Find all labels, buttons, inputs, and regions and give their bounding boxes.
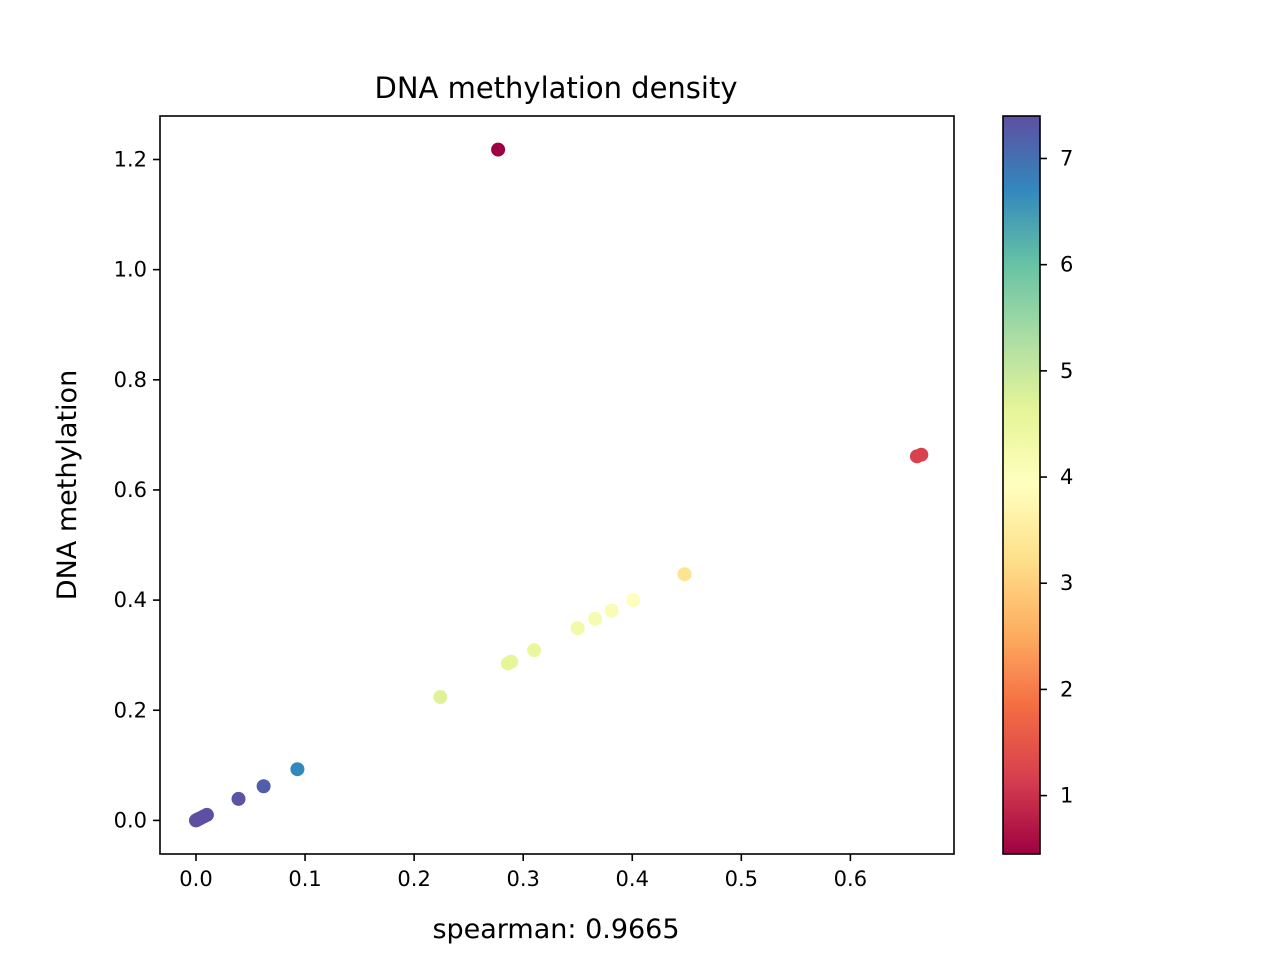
y-tick-label: 1.2 xyxy=(114,148,147,172)
plot-area-frame xyxy=(159,115,955,855)
x-tick-label: 0.6 xyxy=(834,867,867,891)
x-axis-label: spearman: 0.9665 xyxy=(432,914,679,945)
data-point xyxy=(188,813,203,828)
x-tick-label: 0.2 xyxy=(397,867,430,891)
data-point xyxy=(626,593,641,608)
data-point xyxy=(588,611,603,626)
chart-title: DNA methylation density xyxy=(374,71,737,105)
y-tick-label: 0.4 xyxy=(114,588,147,612)
colorbar-tick-label: 4 xyxy=(1060,465,1073,489)
data-point xyxy=(527,643,542,658)
colorbar-tick-label: 1 xyxy=(1060,784,1073,808)
data-point xyxy=(256,779,271,794)
x-tick-label: 0.0 xyxy=(179,867,212,891)
colorbar xyxy=(1002,115,1041,855)
y-tick-label: 0.0 xyxy=(114,808,147,832)
points-layer xyxy=(188,142,929,828)
colorbar-tick-label: 7 xyxy=(1060,146,1073,170)
data-point xyxy=(570,621,585,636)
data-point xyxy=(504,654,519,669)
x-tick-label: 0.1 xyxy=(288,867,321,891)
data-point xyxy=(604,603,619,618)
data-point xyxy=(290,762,305,777)
x-tick-label: 0.3 xyxy=(506,867,539,891)
colorbar-tick-label: 6 xyxy=(1060,253,1073,277)
y-tick-label: 0.2 xyxy=(114,698,147,722)
x-axis: 0.0 0.1 0.2 0.3 0.4 0.5 0.6 xyxy=(179,854,867,891)
colorbar-tick-label: 3 xyxy=(1060,571,1073,595)
x-tick-label: 0.4 xyxy=(616,867,649,891)
colorbar-tick-label: 5 xyxy=(1060,359,1073,383)
colorbar-tick-label: 2 xyxy=(1060,677,1073,701)
data-point xyxy=(677,567,692,582)
y-tick-label: 1.0 xyxy=(114,258,147,282)
y-axis: 0.0 0.2 0.4 0.6 0.8 1.0 1.2 xyxy=(114,148,160,832)
y-tick-label: 0.6 xyxy=(114,478,147,502)
data-point xyxy=(491,142,506,157)
data-point xyxy=(914,447,929,462)
y-tick-label: 0.8 xyxy=(114,368,147,392)
x-tick-label: 0.5 xyxy=(725,867,758,891)
data-point xyxy=(433,690,448,705)
data-point xyxy=(231,791,246,806)
y-axis-label: DNA methylation xyxy=(52,370,83,600)
colorbar-ticks: 1 2 3 4 5 6 7 xyxy=(1040,146,1073,808)
